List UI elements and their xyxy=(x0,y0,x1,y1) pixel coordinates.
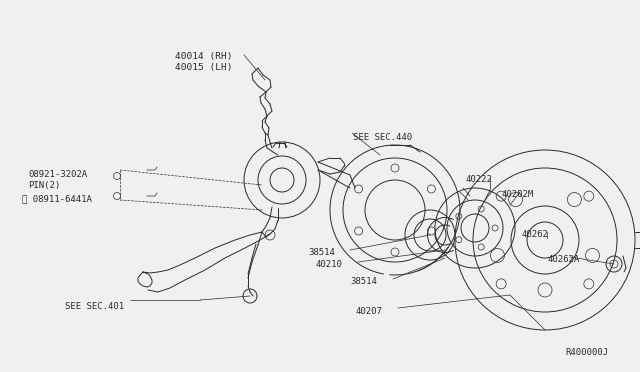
Text: 40262: 40262 xyxy=(522,230,549,239)
Text: SEE SEC.440: SEE SEC.440 xyxy=(353,133,412,142)
Text: 40015 (LH): 40015 (LH) xyxy=(175,63,232,72)
Text: 40207: 40207 xyxy=(355,307,382,316)
Text: 40202M: 40202M xyxy=(501,190,533,199)
Text: 40210: 40210 xyxy=(315,260,342,269)
Text: 40262A: 40262A xyxy=(547,255,579,264)
Text: 38514: 38514 xyxy=(308,248,335,257)
Text: 08921-3202A: 08921-3202A xyxy=(28,170,87,179)
Text: 38514: 38514 xyxy=(350,277,377,286)
Text: Ⓝ 08911-6441A: Ⓝ 08911-6441A xyxy=(22,194,92,203)
Text: 40222: 40222 xyxy=(466,175,493,184)
Text: SEE SEC.401: SEE SEC.401 xyxy=(65,302,124,311)
Text: PIN(2): PIN(2) xyxy=(28,181,60,190)
Text: 40014 (RH): 40014 (RH) xyxy=(175,52,232,61)
Text: R400000J: R400000J xyxy=(565,348,608,357)
